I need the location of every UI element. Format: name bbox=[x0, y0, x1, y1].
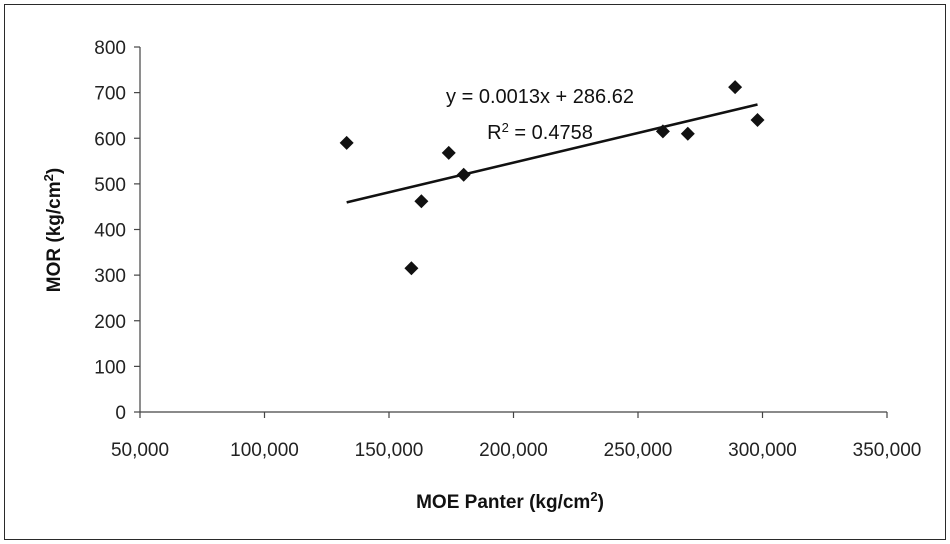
x-tick-label: 250,000 bbox=[604, 440, 673, 461]
data-point bbox=[680, 126, 695, 141]
y-tick-label: 600 bbox=[94, 129, 126, 150]
y-tick-label: 100 bbox=[94, 357, 126, 378]
y-ticks: 0 100 200 300 400 500 600 700 800 bbox=[94, 38, 140, 424]
data-point bbox=[655, 124, 670, 139]
data-point bbox=[414, 194, 429, 209]
trendline-r-squared: R2 = 0.4758 bbox=[487, 120, 593, 145]
data-point bbox=[339, 135, 354, 150]
x-tick-label: 50,000 bbox=[111, 440, 169, 461]
y-tick-label: 800 bbox=[94, 38, 126, 59]
y-tick-label: 400 bbox=[94, 221, 126, 242]
x-tick-label: 150,000 bbox=[355, 440, 424, 461]
data-point bbox=[441, 145, 456, 160]
data-point bbox=[456, 167, 471, 182]
y-axis-title: MOR (kg/cm2) bbox=[41, 168, 66, 292]
trendline-group bbox=[346, 103, 758, 204]
data-point bbox=[750, 113, 765, 127]
y-tick-label: 500 bbox=[94, 175, 126, 196]
x-tick-label: 350,000 bbox=[853, 440, 922, 461]
chart-frame bbox=[4, 4, 946, 540]
y-tick-label: 0 bbox=[115, 403, 126, 424]
y-tick-label: 200 bbox=[94, 312, 126, 333]
y-tick-label: 300 bbox=[94, 266, 126, 287]
x-tick-label: 300,000 bbox=[728, 440, 797, 461]
x-tick-label: 200,000 bbox=[479, 440, 548, 461]
data-points bbox=[339, 80, 765, 276]
x-axis-title: MOE Panter (kg/cm2) bbox=[416, 489, 604, 514]
x-tick-label: 100,000 bbox=[230, 440, 299, 461]
y-tick-label: 700 bbox=[94, 84, 126, 105]
data-point bbox=[404, 261, 419, 276]
trendline bbox=[346, 103, 758, 204]
x-ticks: 50,000 100,000 150,000 200,000 250,000 300,00… bbox=[111, 412, 921, 461]
data-point bbox=[728, 80, 743, 95]
trendline-equation: y = 0.0013x + 286.62 bbox=[446, 86, 634, 108]
